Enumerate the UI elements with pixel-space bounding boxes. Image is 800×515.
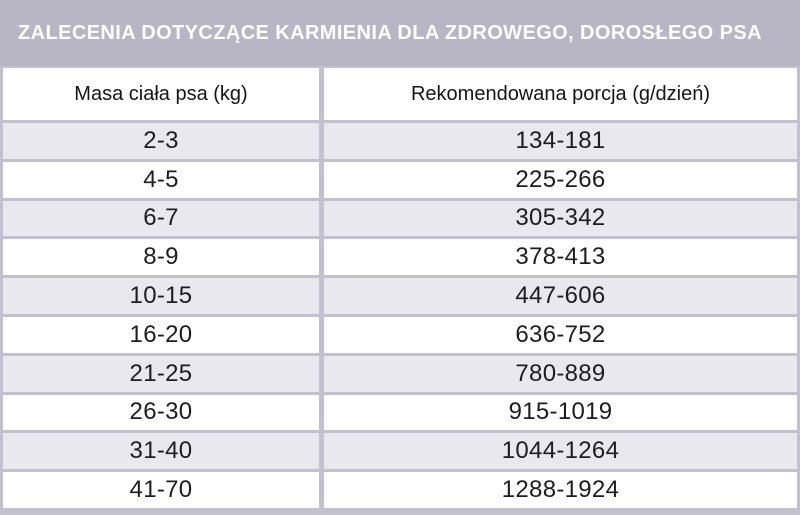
portion-cell: 1288-1924 [324, 472, 797, 508]
weight-cell: 21-25 [3, 355, 319, 392]
weight-cell: 31-40 [3, 433, 319, 470]
weight-cell: 41-70 [3, 472, 319, 508]
column-header-weight: Masa ciała psa (kg) [3, 68, 319, 120]
portion-cell: 225-266 [324, 161, 797, 198]
portion-cell: 134-181 [324, 123, 797, 159]
portion-cell: 915-1019 [324, 394, 797, 431]
weight-cell: 6-7 [3, 200, 319, 237]
weight-cell: 26-30 [3, 394, 319, 431]
table-title: ZALECENIA DOTYCZĄCE KARMIENIA DLA ZDROWE… [18, 21, 762, 44]
portion-cell: 780-889 [324, 355, 797, 392]
portion-cell: 305-342 [324, 200, 797, 237]
weight-cell: 4-5 [3, 161, 319, 198]
portion-cell: 1044-1264 [324, 433, 797, 470]
portion-cell: 447-606 [324, 278, 797, 314]
weight-cell: 8-9 [3, 239, 319, 276]
portion-cell: 378-413 [324, 239, 797, 276]
table-title-bar: ZALECENIA DOTYCZĄCE KARMIENIA DLA ZDROWE… [0, 0, 800, 66]
weight-cell: 2-3 [3, 123, 319, 159]
weight-cell: 10-15 [3, 278, 319, 314]
portion-cell: 636-752 [324, 316, 797, 353]
feeding-table: Masa ciała psa (kg) Rekomendowana porcja… [0, 66, 800, 515]
weight-cell: 16-20 [3, 316, 319, 353]
column-header-portion: Rekomendowana porcja (g/dzień) [324, 68, 797, 120]
